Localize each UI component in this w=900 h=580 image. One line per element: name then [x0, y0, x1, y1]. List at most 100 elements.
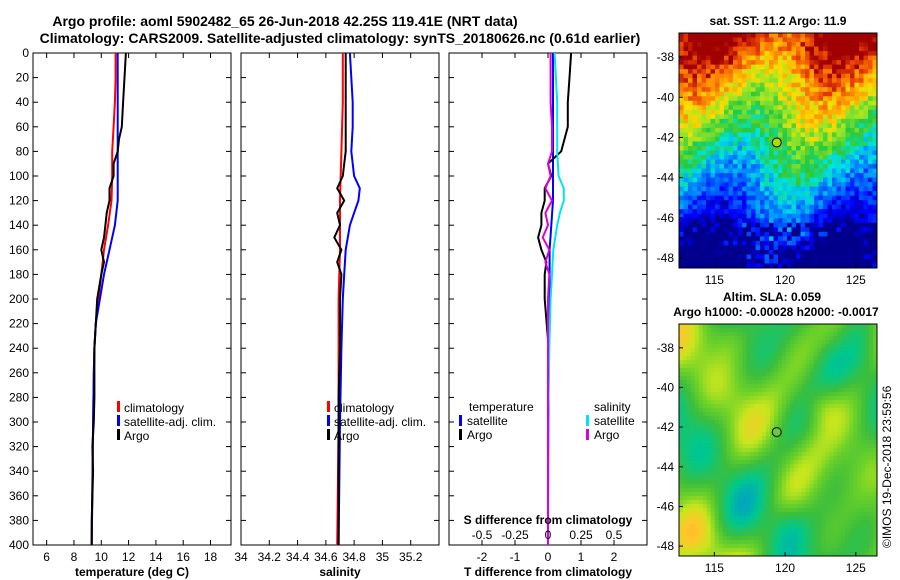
sst_map-cell	[692, 33, 698, 39]
sla_map-cell	[690, 384, 696, 389]
sst_map-cell	[737, 159, 743, 165]
sst_map-cell	[827, 118, 833, 124]
sst_map-cell	[809, 109, 815, 115]
sla_map-cell	[682, 444, 688, 449]
sla_map-cell	[738, 424, 743, 429]
sla_map-cell	[809, 496, 815, 501]
sla_map-cell	[758, 376, 763, 381]
sla_map-cell	[845, 432, 850, 437]
sst_map-cell	[809, 127, 815, 134]
sla_map-cell	[738, 368, 743, 373]
sla_map-cell	[813, 492, 819, 497]
sst_map-cell	[818, 227, 824, 233]
sla_map-cell	[778, 452, 783, 457]
sst_map-cell	[751, 55, 757, 61]
sla_map-cell	[730, 360, 736, 365]
sst_map-cell	[701, 51, 707, 57]
sst_map-cell	[737, 240, 743, 246]
sla_map-cell	[849, 476, 854, 481]
sla_map-cell	[718, 508, 724, 513]
sst_map-cell	[706, 55, 712, 61]
sla_map-cell	[742, 352, 747, 357]
sst_map-cell	[697, 141, 703, 147]
sla_map-cell	[758, 412, 763, 417]
sla_map-cell	[793, 376, 799, 381]
sst_map-cell	[751, 123, 757, 129]
sla_map-cell	[706, 352, 712, 357]
sla_map-cell	[698, 400, 704, 405]
sst_map-cell	[710, 100, 716, 106]
sla_map-cell	[742, 348, 747, 353]
sla_map-cell	[726, 388, 732, 393]
sst_map-cell	[688, 109, 694, 115]
sst_map-cell	[683, 263, 689, 268]
sla_map-cell	[789, 324, 795, 329]
sla_map-cell	[754, 464, 759, 469]
sla_map-cell	[789, 432, 795, 437]
sla_map-cell	[805, 400, 811, 405]
sst_map-cell	[805, 42, 811, 48]
sst_map-cell	[755, 191, 761, 197]
sla_map-cell	[718, 472, 724, 477]
sla_map-cell	[825, 444, 831, 449]
sst_map-cell	[683, 195, 689, 201]
sla_map-cell	[857, 352, 862, 357]
sla_map-cell	[770, 512, 775, 517]
sla_map-cell	[690, 472, 696, 477]
sst_map-cell	[764, 46, 770, 52]
sst_map-cell	[841, 204, 847, 210]
sla_map-cell	[781, 444, 787, 449]
sla_map-cell	[698, 480, 704, 485]
sst_map-cell	[715, 164, 721, 170]
sla_map-cell	[805, 376, 811, 381]
sst_map-cell	[733, 209, 739, 215]
sst_map-cell	[800, 191, 806, 197]
sla_map-cell	[857, 340, 862, 345]
sla_map-cell	[702, 352, 708, 357]
sla_map-cell	[857, 480, 862, 485]
sst_map-cell	[832, 109, 838, 115]
sst_map-cell	[782, 145, 788, 152]
sst_map-cell	[710, 204, 716, 210]
sst_map-cell	[737, 191, 743, 197]
sst_map-cell	[841, 263, 847, 268]
depth-tick-label: 40	[16, 95, 30, 109]
sst_map-cell	[760, 164, 766, 170]
sst_map-cell	[688, 254, 694, 260]
sla_map-cell	[679, 508, 684, 513]
sst_map-cell	[737, 204, 743, 210]
sst_map-cell	[868, 182, 874, 188]
sst_map-cell	[832, 204, 838, 210]
sst_map-cell	[755, 82, 761, 88]
sst_map-cell	[760, 155, 766, 161]
sla_map-cell	[710, 388, 716, 393]
sla_map-cell	[702, 476, 708, 481]
sla_map-cell	[778, 504, 783, 509]
sla_map-cell	[750, 336, 755, 341]
sst_map-cell	[854, 240, 860, 246]
sst_map-cell	[683, 240, 689, 246]
sst_map-cell	[814, 105, 820, 111]
sst_map-cell	[800, 195, 806, 201]
sla_map-cell	[746, 360, 751, 365]
sla_map-cell	[766, 348, 771, 353]
sla_map-cell	[853, 332, 858, 337]
sla_map-cell	[746, 432, 751, 437]
sla_map-cell	[833, 404, 838, 409]
sst_map-cell	[697, 82, 703, 88]
sst_map-cell	[787, 82, 793, 88]
sst_map-cell	[751, 200, 757, 206]
sla_map-cell	[778, 444, 783, 449]
sla_map-cell	[682, 452, 688, 457]
sst_map-cell	[746, 227, 752, 233]
sst_map-cell	[778, 109, 784, 115]
sla_map-cell	[853, 432, 858, 437]
sla_map-cell	[710, 484, 716, 489]
sla_map-cell	[873, 376, 877, 381]
sst_map-cell	[845, 46, 851, 52]
sst_map-cell	[814, 69, 820, 75]
sla_map-cell	[734, 448, 739, 453]
sla_map-cell	[730, 472, 736, 477]
sla_map-cell	[785, 448, 791, 453]
sla_map-cell	[770, 460, 775, 465]
